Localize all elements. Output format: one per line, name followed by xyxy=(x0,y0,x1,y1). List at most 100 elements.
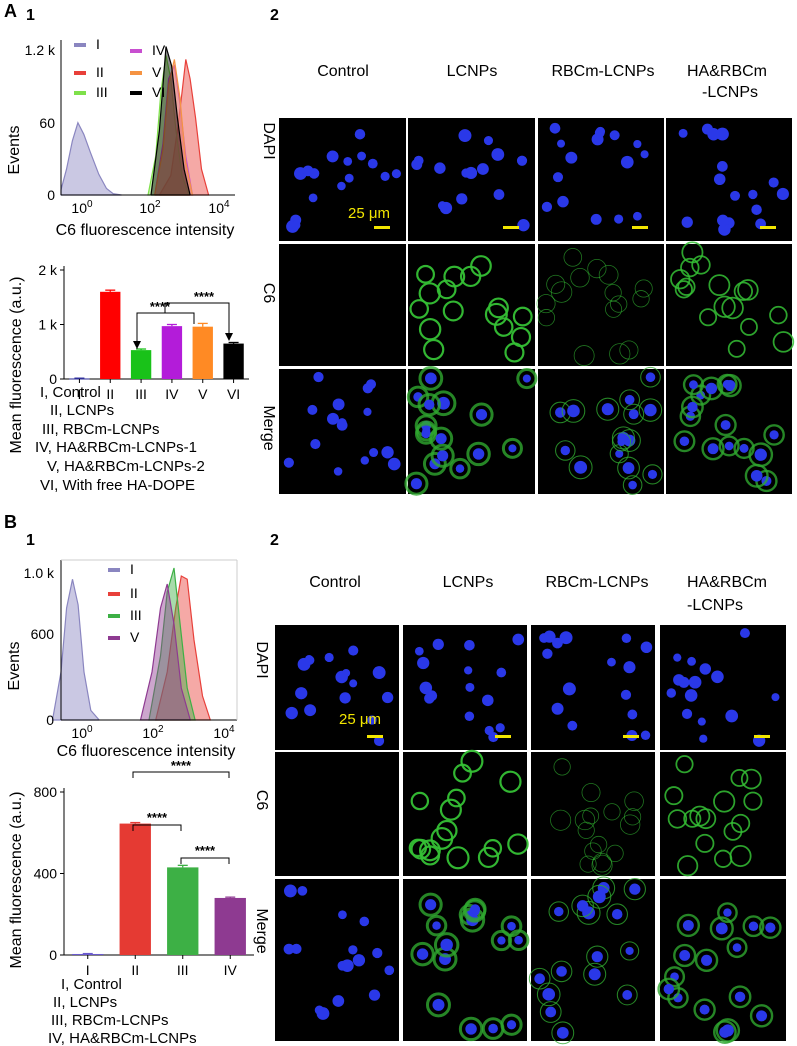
bar-B-legend-1: I, Control xyxy=(61,976,122,993)
bar-B-ylabel: Mean fluorescence (a.u.) xyxy=(8,792,25,969)
histogram-A-series xyxy=(60,46,210,196)
panel-A1-label: 1 xyxy=(26,7,35,24)
micro-A-c6-0 xyxy=(279,244,406,366)
histogram-B-xtick-1: 102 xyxy=(142,724,164,741)
micro-A-dapi-2 xyxy=(538,118,664,241)
bar-IV xyxy=(161,326,183,379)
sig-label-B-1: **** xyxy=(171,758,192,773)
legend-label-IV: IV xyxy=(152,42,166,58)
panel-B-label: B xyxy=(4,512,17,532)
micro-A-col-lcnps: LCNPs xyxy=(447,63,498,80)
micro-A-row-dapi: DAPI xyxy=(260,122,277,159)
bar-B-legend: I, Control II, LCNPs III, RBCm-LCNPs IV,… xyxy=(48,976,197,1046)
bar-xtick-label-I: I xyxy=(86,962,90,978)
sig-bracket-B-2 xyxy=(132,824,182,831)
scale-bar xyxy=(623,735,639,738)
micro-B: Control LCNPs RBCm-LCNPs HA&RBCm -LCNPs … xyxy=(253,574,786,1045)
micro-A-row-c6: C6 xyxy=(260,283,277,304)
histogram-B-ytick-2: 1.0 k xyxy=(24,565,55,581)
micro-B-col-lcnps: LCNPs xyxy=(443,574,494,591)
bar-xtick-label-IV: IV xyxy=(165,386,179,402)
micro-A-merge-1 xyxy=(404,366,538,496)
legend-label-VI: VI xyxy=(152,84,165,100)
sig-label-B-2: **** xyxy=(147,810,168,825)
scale-bar xyxy=(367,735,383,738)
micro-A-scale-label: 25 μm xyxy=(348,205,390,222)
micro-A-c6-3 xyxy=(666,241,795,366)
bar-III xyxy=(130,350,152,379)
legend-swatch-VI xyxy=(130,91,142,95)
legend-swatch-V xyxy=(130,71,142,75)
bar-xtick-label-III: III xyxy=(135,386,147,402)
bar-xtick-label-II: II xyxy=(131,962,139,978)
bar-IV xyxy=(214,897,246,955)
micro-A-merge-2 xyxy=(538,366,664,495)
histogram-B-series xyxy=(51,567,212,721)
bar-A-legend-5: V, HA&RBCm-LCNPs-2 xyxy=(47,458,205,475)
micro-B-c6-3 xyxy=(660,752,786,877)
sig-label-A-1: **** xyxy=(150,299,171,314)
micro-A-merge-3 xyxy=(666,369,792,494)
histogram-series-I xyxy=(60,121,122,196)
micro-B-c6-2 xyxy=(531,752,655,876)
bar-A-ylabel: Mean fluorescence (a.u.) xyxy=(8,277,25,454)
sig-bracket-B-1 xyxy=(132,771,230,778)
bar-ytick-label: 0 xyxy=(49,947,57,963)
micro-B-merge-2 xyxy=(528,876,655,1045)
histogram-B-xlabel: C6 fluorescence intensity xyxy=(57,743,236,760)
legend-label-V: V xyxy=(130,629,140,645)
bar-xtick-label-V: V xyxy=(198,386,208,402)
bar-xtick-label-III: III xyxy=(177,962,189,978)
histogram-A-ytick-0: 0 xyxy=(47,187,55,203)
bar-A-marks: 01 k2 kI II III IV V VI xyxy=(38,262,249,402)
panel-A-label: A xyxy=(4,1,17,21)
micro-A-col-ha-1: HA&RBCm xyxy=(687,63,767,80)
histogram-A-xtick-0: 100 xyxy=(71,199,93,216)
sig-arrowhead-A-1 xyxy=(133,341,141,349)
micro-A-dapi-1 xyxy=(408,118,535,241)
bar-xtick-label-IV: IV xyxy=(224,962,238,978)
legend-label-III: III xyxy=(96,84,108,100)
histogram-A-xtick-2: 104 xyxy=(208,199,230,216)
panel-B2-label: 2 xyxy=(270,532,279,549)
sig-bracket-B-3 xyxy=(180,857,230,864)
micro-B-row-c6: C6 xyxy=(253,790,270,811)
bar-B-significance: **** **** **** xyxy=(132,758,230,864)
legend-swatch-I xyxy=(108,568,120,572)
sig-arrowhead-A-2 xyxy=(225,333,233,341)
legend-swatch-I xyxy=(74,43,86,47)
histogram-A-ylabel: Events xyxy=(6,126,23,175)
micro-A-c6-2 xyxy=(536,244,664,367)
micro-A: Control LCNPs RBCm-LCNPs HA&RBCm -LCNPs … xyxy=(260,63,795,496)
micro-B-dapi-1 xyxy=(403,625,527,750)
scale-bar xyxy=(374,226,390,229)
micro-B-dapi-2 xyxy=(531,625,655,750)
bar-II xyxy=(119,823,151,955)
micro-B-merge-1 xyxy=(403,879,530,1042)
micro-B-col-rbcm: RBCm-LCNPs xyxy=(545,574,648,591)
scale-bar xyxy=(754,735,770,738)
bar-I xyxy=(69,378,90,380)
micro-B-merge-0 xyxy=(275,879,399,1041)
bar-A-legend: I, Control II, LCNPs III, RBCm-LCNPs IV,… xyxy=(35,384,205,494)
micro-A-col-control: Control xyxy=(317,63,369,80)
bar-ytick-label: 1 k xyxy=(38,317,58,333)
micro-B-grid xyxy=(275,625,786,1045)
micro-B-c6-1 xyxy=(403,749,529,876)
bar-A-legend-3: III, RBCm-LCNPs xyxy=(42,421,160,438)
micro-B-dapi-3 xyxy=(660,625,786,750)
bar-B-legend-2: II, LCNPs xyxy=(53,994,117,1011)
bar-B-legend-3: III, RBCm-LCNPs xyxy=(51,1012,169,1029)
legend-swatch-III xyxy=(74,91,86,95)
micro-A-row-merge: Merge xyxy=(260,405,277,450)
micro-B-scale-label: 25 μm xyxy=(339,711,381,728)
scale-bar xyxy=(495,735,511,738)
legend-label-I: I xyxy=(130,561,134,577)
bar-ytick-label: 800 xyxy=(34,784,58,800)
panel-B1-label: 1 xyxy=(26,532,35,549)
micro-A-col-rbcm: RBCm-LCNPs xyxy=(551,63,654,80)
legend-label-I: I xyxy=(96,36,100,52)
